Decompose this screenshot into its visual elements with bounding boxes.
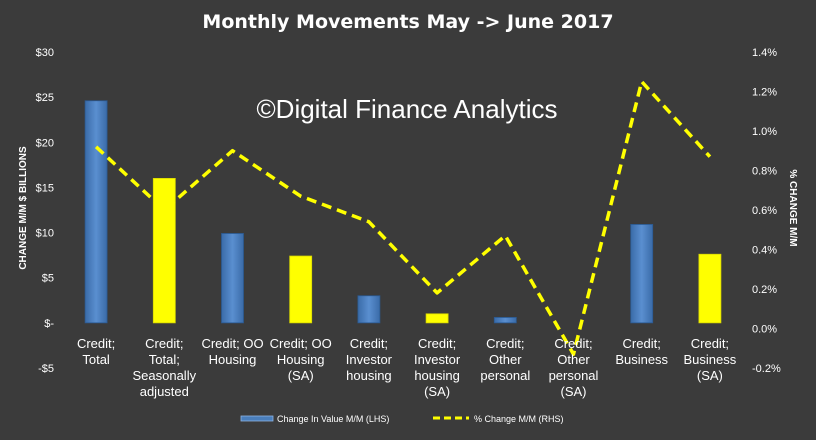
right-tick-label: 1.0%	[752, 126, 777, 138]
bar-series	[84, 100, 722, 324]
category-label: Credit; Other personal (SA)	[549, 336, 599, 399]
legend-bar-swatch	[240, 415, 274, 422]
category-label: Credit; Investor housing	[346, 336, 393, 383]
bar	[493, 317, 517, 324]
left-tick-label: $15	[36, 182, 54, 194]
category-label: Credit; Business	[615, 336, 668, 367]
right-tick-label: 0.2%	[752, 284, 777, 296]
bar	[221, 233, 244, 324]
category-label: Credit; Total; Seasonally adjusted	[132, 336, 196, 399]
right-tick-label: 0.4%	[752, 245, 777, 257]
bar	[630, 224, 654, 324]
y-axis-title: CHANGE M/M $ BILLIONS	[18, 146, 29, 270]
legend-line-label: % Change M/M (RHS)	[474, 414, 564, 424]
right-tick-label: 0.0%	[752, 324, 777, 336]
left-tick-label: $10	[36, 228, 54, 240]
bar	[698, 253, 722, 324]
category-label: Credit; Other personal	[480, 336, 530, 383]
y2-axis-title: % CHANGE M/M	[787, 169, 798, 246]
category-label: Credit; OO Housing	[201, 336, 263, 367]
left-tick-label: $30	[36, 47, 54, 59]
right-axis-ticks: -0.2% 0.0% 0.2% 0.4% 0.6% 0.8% 1.0% 1.2% 1.4%	[752, 47, 781, 375]
right-tick-label: -0.2%	[752, 363, 781, 375]
category-label: Credit; Business (SA)	[684, 336, 737, 383]
bar	[425, 313, 449, 324]
bar	[357, 295, 381, 324]
legend-bar-label: Change In Value M/M (LHS)	[277, 414, 389, 424]
chart-title: Monthly Movements May -> June 2017	[202, 11, 613, 33]
bar	[152, 177, 176, 324]
right-tick-label: 0.6%	[752, 205, 777, 217]
bar	[84, 100, 108, 324]
right-tick-label: 1.2%	[752, 87, 777, 99]
left-tick-label: $5	[42, 273, 54, 285]
category-label: Credit; OO Housing (SA)	[270, 336, 332, 383]
left-tick-label: $-	[44, 318, 54, 330]
bar	[289, 255, 313, 324]
left-tick-label: $20	[36, 137, 54, 149]
left-tick-label: -$5	[38, 363, 54, 375]
line-series	[94, 79, 712, 356]
right-tick-label: 0.8%	[752, 166, 777, 178]
left-tick-label: $25	[36, 92, 54, 104]
watermark-text: ©Digital Finance Analytics	[257, 94, 558, 124]
category-label: Credit; Investor housing (SA)	[414, 336, 461, 399]
line-path	[94, 79, 712, 356]
right-tick-label: 1.4%	[752, 47, 777, 59]
left-axis-ticks: -$5 $- $5 $10 $15 $20 $25 $30	[36, 47, 55, 375]
legend: Change In Value M/M (LHS) % Change M/M (…	[240, 414, 564, 424]
category-labels: Credit; Total Credit; Total; Seasonally adjus…	[77, 336, 737, 399]
category-label: Credit; Total	[77, 336, 115, 367]
